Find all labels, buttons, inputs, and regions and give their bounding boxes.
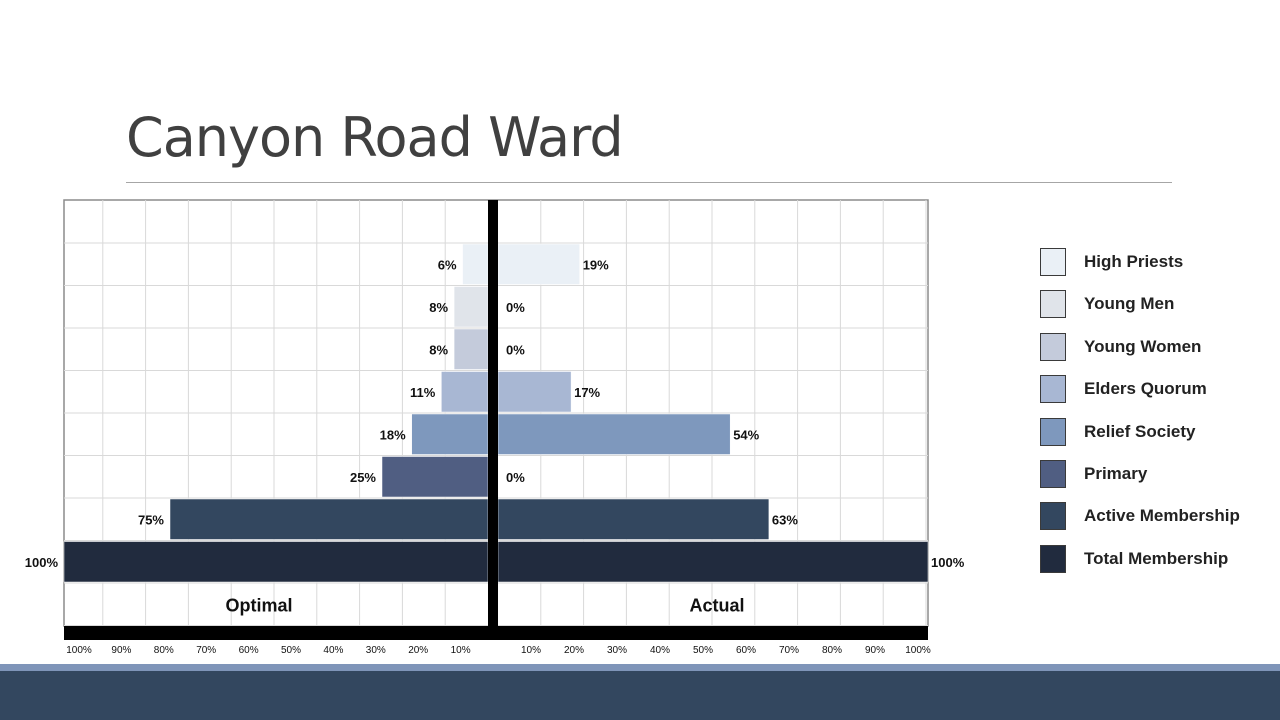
bar-optimal-young-men bbox=[453, 286, 489, 328]
x-tick-label-left: 80% bbox=[154, 645, 174, 656]
data-label-actual-young-men: 0% bbox=[506, 300, 525, 315]
legend-item-young-men: Young Men bbox=[1040, 290, 1270, 320]
x-tick-label-right: 100% bbox=[905, 645, 931, 656]
series-label-optimal: Optimal bbox=[225, 595, 292, 615]
x-tick-label-left: 50% bbox=[281, 645, 301, 656]
x-tick-label-right: 30% bbox=[607, 645, 627, 656]
data-label-actual-total-membership: 100% bbox=[931, 555, 965, 570]
legend-item-total-membership: Total Membership bbox=[1040, 544, 1270, 575]
data-label-actual-high-priests: 19% bbox=[583, 257, 609, 272]
bar-optimal-high-priests bbox=[462, 243, 489, 285]
legend-label: Young Men bbox=[1084, 294, 1175, 314]
legend-swatch bbox=[1040, 248, 1066, 276]
x-tick-label-left: 100% bbox=[66, 645, 92, 656]
center-divider bbox=[488, 200, 498, 626]
series-label-actual: Actual bbox=[689, 595, 744, 615]
bar-optimal-total-membership bbox=[63, 541, 489, 583]
legend-swatch bbox=[1040, 502, 1066, 531]
bar-actual-total-membership bbox=[497, 541, 929, 583]
x-tick-label-left: 40% bbox=[323, 645, 343, 656]
x-axis-bar bbox=[64, 626, 928, 640]
bar-actual-relief-society bbox=[497, 413, 731, 455]
data-label-optimal-total-membership: 100% bbox=[25, 555, 59, 570]
x-tick-label-left: 70% bbox=[196, 645, 216, 656]
legend-label: High Priests bbox=[1084, 252, 1184, 271]
data-label-actual-elders-quorum: 17% bbox=[574, 385, 600, 400]
legend-swatch bbox=[1040, 375, 1066, 404]
data-label-optimal-elders-quorum: 11% bbox=[410, 385, 436, 400]
legend-label: Elders Quorum bbox=[1084, 379, 1207, 399]
bar-actual-high-priests bbox=[497, 243, 580, 285]
bar-optimal-young-women bbox=[453, 328, 489, 370]
x-tick-label-right: 80% bbox=[822, 645, 842, 656]
legend-item-relief-society: Relief Society bbox=[1040, 417, 1270, 448]
data-label-actual-relief-society: 54% bbox=[733, 427, 759, 442]
x-tick-label-left: 90% bbox=[111, 645, 131, 656]
legend-label: Young Women bbox=[1084, 336, 1202, 356]
legend-swatch bbox=[1040, 460, 1066, 488]
bar-optimal-primary bbox=[381, 456, 489, 498]
legend-item-primary: Primary bbox=[1040, 460, 1270, 490]
x-tick-label-right: 70% bbox=[779, 645, 799, 656]
footer-accent-strip bbox=[0, 664, 1280, 671]
bar-optimal-relief-society bbox=[411, 413, 489, 455]
legend-item-young-women: Young Women bbox=[1040, 332, 1270, 363]
x-tick-label-right: 60% bbox=[736, 645, 756, 656]
data-label-optimal-young-women: 8% bbox=[429, 342, 448, 357]
x-tick-label-right: 50% bbox=[693, 645, 713, 656]
x-tick-label-left: 60% bbox=[239, 645, 259, 656]
data-label-optimal-primary: 25% bbox=[350, 470, 376, 485]
data-label-actual-active-membership: 63% bbox=[772, 512, 798, 527]
legend-label: Total Membership bbox=[1084, 548, 1229, 568]
data-label-optimal-young-men: 8% bbox=[429, 300, 448, 315]
data-label-actual-primary: 0% bbox=[506, 470, 525, 485]
legend-item-elders-quorum: Elders Quorum bbox=[1040, 375, 1270, 405]
bar-optimal-elders-quorum bbox=[441, 371, 489, 413]
data-label-optimal-active-membership: 75% bbox=[138, 512, 164, 527]
x-tick-label-right: 40% bbox=[650, 645, 670, 656]
legend-label: Active Membership bbox=[1084, 506, 1240, 526]
x-tick-label-right: 90% bbox=[865, 645, 885, 656]
legend-swatch bbox=[1040, 332, 1066, 361]
x-tick-label-right: 10% bbox=[521, 645, 541, 656]
legend-item-active-membership: Active Membership bbox=[1040, 502, 1270, 532]
legend-label: Relief Society bbox=[1084, 421, 1196, 441]
title-divider bbox=[126, 182, 1172, 183]
x-tick-label-left: 20% bbox=[408, 645, 428, 656]
legend-item-high-priests: High Priests bbox=[1040, 248, 1270, 278]
legend-swatch bbox=[1040, 290, 1066, 319]
footer-band bbox=[0, 664, 1280, 720]
bar-actual-elders-quorum bbox=[497, 371, 572, 413]
x-tick-label-right: 20% bbox=[564, 645, 584, 656]
bar-actual-active-membership bbox=[497, 498, 770, 540]
data-label-actual-young-women: 0% bbox=[506, 342, 525, 357]
butterfly-bar-chart: 6% 19% 8% 0% 8% 0% 11% 17% 18% 54% 25% 0% 75% 63% 100%… bbox=[25, 199, 965, 656]
legend-label: Primary bbox=[1084, 464, 1148, 483]
data-label-optimal-relief-society: 18% bbox=[380, 427, 406, 442]
legend-swatch bbox=[1040, 417, 1066, 446]
data-label-optimal-high-priests: 6% bbox=[438, 257, 457, 272]
x-tick-label-left: 10% bbox=[451, 645, 471, 656]
legend-swatch bbox=[1040, 544, 1066, 573]
bar-optimal-active-membership bbox=[169, 498, 489, 540]
slide-title: Canyon Road Ward bbox=[126, 106, 624, 169]
x-tick-label-left: 30% bbox=[366, 645, 386, 656]
